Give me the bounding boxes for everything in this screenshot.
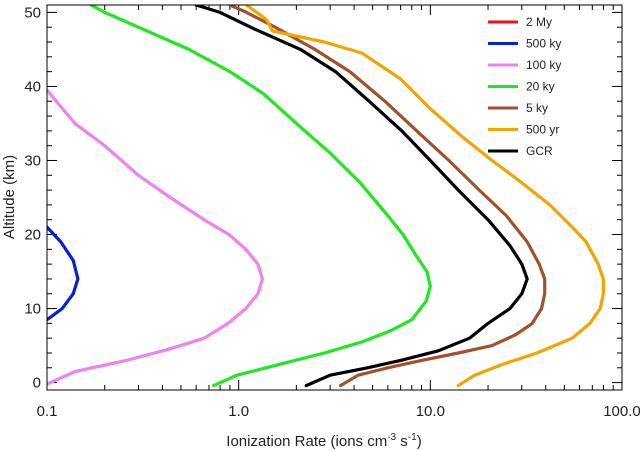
x-axis-label-mid: s [396,433,408,450]
series-line-5-ky [228,5,547,388]
x-axis-label: Ionization Rate (ions cm-3 s-1) [226,432,421,450]
series-line-500-ky [47,225,80,322]
legend: 2 My 500 ky 100 ky 20 ky 5 ky 500 yr GCR [488,15,561,158]
x-axis-label-end: ) [417,433,422,450]
legend-label-5-ky: 5 ky [526,101,548,115]
plot-lines [47,5,606,388]
series-line-20-ky [89,5,432,388]
legend-label-2-my: 2 My [526,15,552,29]
y-axis-label: Altitude (km) [1,155,18,239]
x-tick-label: 1.0 [228,403,249,420]
legend-label-100-ky: 100 ky [526,58,561,72]
tick-labels: 0.1 1.0 10.0 100.0 0 10 20 30 40 50 [24,4,640,420]
y-tick-label: 50 [24,4,41,21]
x-axis-label-sup2: -1 [408,432,417,443]
y-tick-label: 10 [24,301,41,318]
x-tick-label: 100.0 [603,403,640,420]
legend-label-500-ky: 500 ky [526,37,561,51]
legend-label-500-yr: 500 yr [526,123,559,137]
x-axis-label-main: Ionization Rate (ions cm [226,433,387,450]
x-tick-label: 10.0 [416,403,445,420]
series-line-500-yr [245,5,606,388]
legend-label-20-ky: 20 ky [526,80,555,94]
series-line-100-ky [47,88,264,386]
y-tick-label: 20 [24,227,41,244]
y-tick-label: 0 [33,375,41,392]
y-tick-label: 40 [24,78,41,95]
legend-label-gcr: GCR [526,144,553,158]
x-tick-label: 0.1 [37,403,58,420]
y-tick-label: 30 [24,152,41,169]
x-axis-label-sup1: -3 [387,432,396,443]
plot-frame [46,4,623,391]
series-line-gcr [194,5,529,388]
